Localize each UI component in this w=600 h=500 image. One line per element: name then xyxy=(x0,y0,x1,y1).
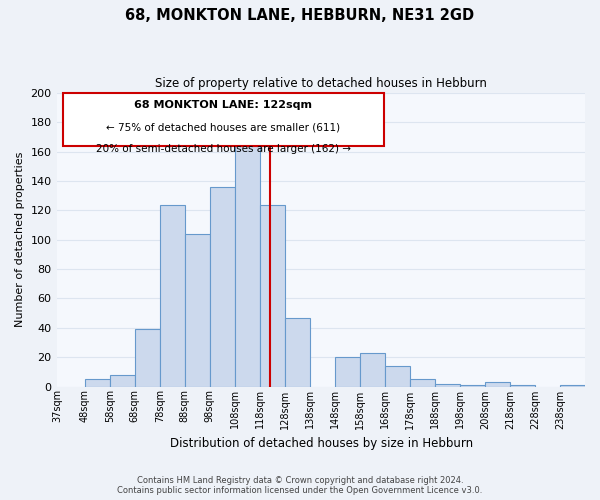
Text: 68, MONKTON LANE, HEBBURN, NE31 2GD: 68, MONKTON LANE, HEBBURN, NE31 2GD xyxy=(125,8,475,22)
Bar xyxy=(435,384,460,386)
Bar xyxy=(85,379,110,386)
Bar xyxy=(460,385,485,386)
Bar xyxy=(510,385,535,386)
Bar xyxy=(185,234,210,386)
Bar xyxy=(335,357,360,386)
FancyBboxPatch shape xyxy=(62,93,385,146)
Bar xyxy=(485,382,510,386)
Bar xyxy=(360,353,385,386)
Bar xyxy=(260,204,285,386)
Bar xyxy=(235,144,260,386)
Bar xyxy=(385,366,410,386)
Text: 68 MONKTON LANE: 122sqm: 68 MONKTON LANE: 122sqm xyxy=(134,100,313,110)
Y-axis label: Number of detached properties: Number of detached properties xyxy=(15,152,25,328)
Bar xyxy=(210,187,235,386)
Text: Contains HM Land Registry data © Crown copyright and database right 2024.
Contai: Contains HM Land Registry data © Crown c… xyxy=(118,476,482,495)
Bar xyxy=(285,318,310,386)
X-axis label: Distribution of detached houses by size in Hebburn: Distribution of detached houses by size … xyxy=(170,437,473,450)
Text: ← 75% of detached houses are smaller (611): ← 75% of detached houses are smaller (61… xyxy=(106,122,341,132)
Bar xyxy=(410,379,435,386)
Bar xyxy=(135,330,160,386)
Bar xyxy=(160,204,185,386)
Bar xyxy=(560,385,585,386)
Title: Size of property relative to detached houses in Hebburn: Size of property relative to detached ho… xyxy=(155,78,487,90)
Text: 20% of semi-detached houses are larger (162) →: 20% of semi-detached houses are larger (… xyxy=(96,144,351,154)
Bar xyxy=(110,375,135,386)
